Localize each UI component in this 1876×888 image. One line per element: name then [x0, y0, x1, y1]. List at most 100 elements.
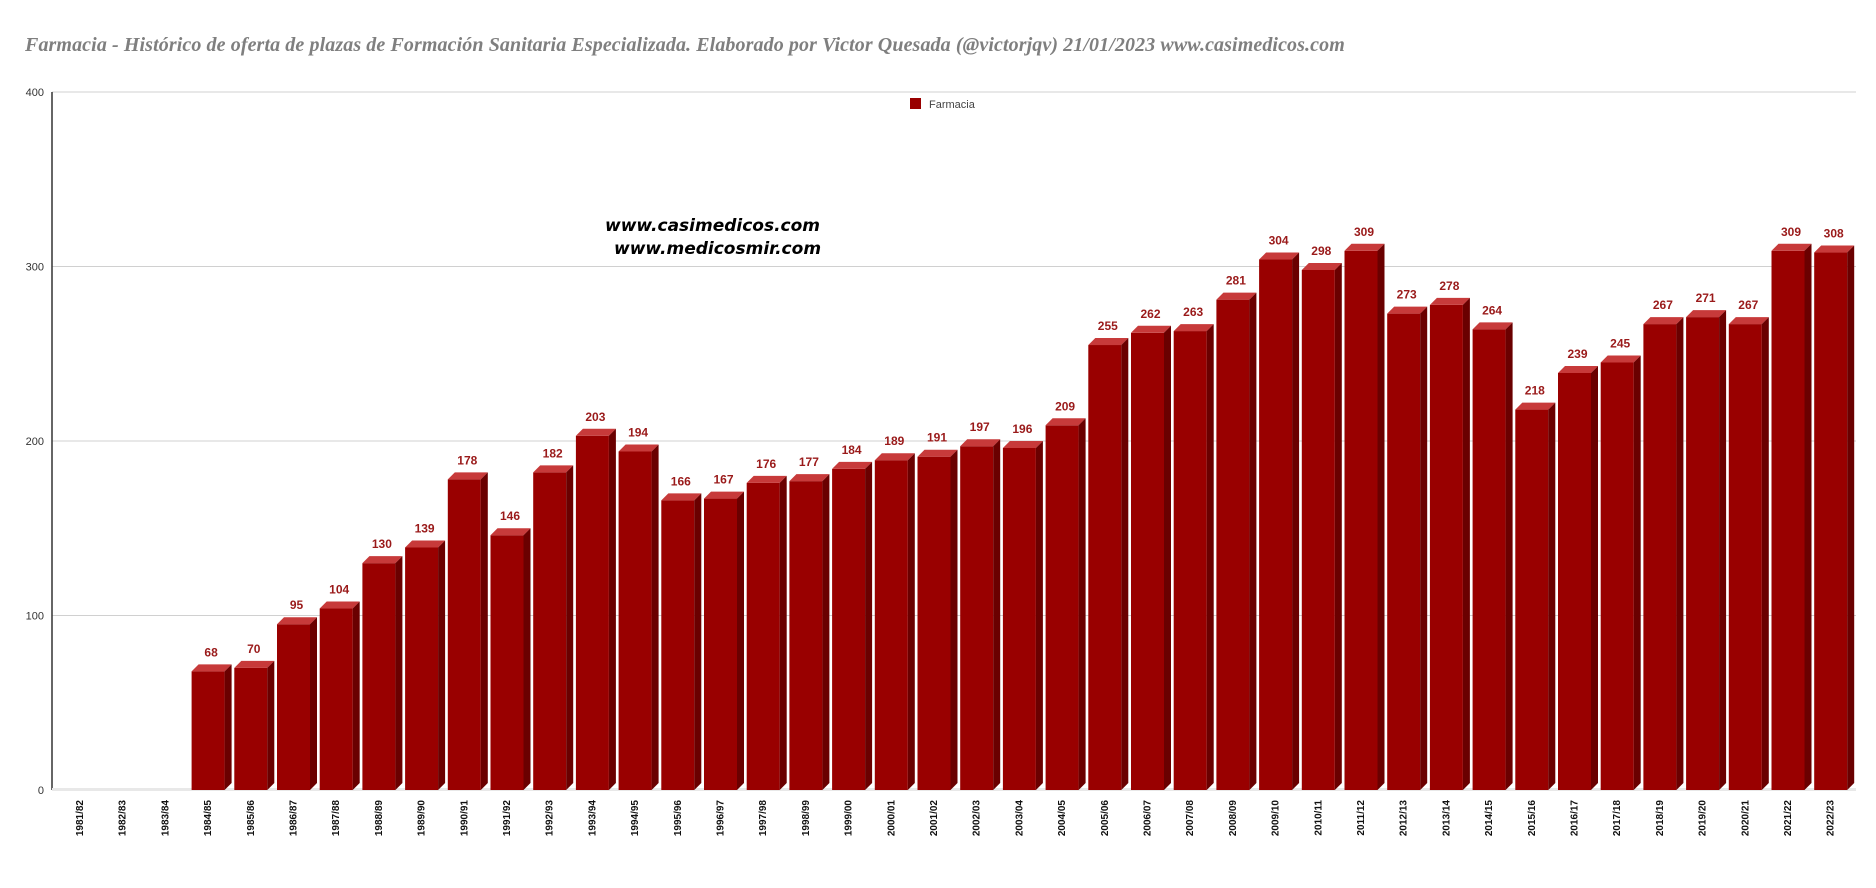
data-label: 196: [1012, 422, 1032, 436]
data-label: 278: [1439, 279, 1459, 293]
x-tick-label: 1988/89: [374, 800, 385, 837]
bar-side: [523, 528, 531, 790]
x-tick-label: 1989/90: [417, 800, 428, 837]
x-tick-label: 2004/05: [1057, 800, 1068, 837]
data-label: 176: [756, 457, 776, 471]
bar-front: [746, 482, 780, 790]
data-label: 146: [500, 509, 520, 523]
bar: [1344, 243, 1385, 791]
bar-front: [874, 460, 908, 790]
bar: [1558, 365, 1598, 790]
y-tick-label: 400: [26, 87, 44, 99]
x-tick-label: 2015/16: [1527, 800, 1538, 837]
bar: [618, 444, 659, 790]
data-label: 245: [1610, 336, 1630, 350]
x-tick-label: 1993/94: [587, 800, 598, 837]
data-label: 262: [1140, 307, 1160, 321]
data-label: 298: [1311, 244, 1331, 258]
bar-top: [1173, 324, 1214, 332]
bar-front: [1643, 324, 1677, 790]
data-label: 194: [628, 425, 648, 439]
data-label: 267: [1653, 298, 1673, 312]
bar: [405, 540, 446, 790]
bar: [1429, 297, 1470, 790]
bar-front: [405, 547, 439, 790]
data-label: 255: [1098, 319, 1118, 333]
x-tick-label: 2017/18: [1612, 800, 1623, 837]
data-label: 308: [1824, 227, 1844, 241]
bar: [277, 617, 317, 790]
bar: [960, 439, 1001, 790]
bar: [1045, 418, 1086, 790]
bar-top: [405, 540, 446, 548]
data-label: 139: [415, 521, 435, 535]
bar-top: [277, 617, 317, 625]
bar-side: [1462, 297, 1470, 790]
bar-front: [789, 481, 823, 790]
bar-top: [960, 439, 1001, 447]
bar-front: [1429, 304, 1463, 790]
bar-top: [1643, 317, 1684, 325]
bar: [1259, 252, 1300, 790]
bar-top: [362, 556, 403, 564]
bar-top: [1472, 322, 1513, 330]
x-tick-label: 2003/04: [1014, 800, 1025, 837]
bar-front: [1515, 409, 1549, 790]
bar-front: [277, 624, 310, 790]
bar: [874, 453, 915, 790]
bar-top: [319, 601, 360, 609]
x-tick-label: 1986/87: [289, 800, 300, 837]
bar-top: [1814, 245, 1855, 253]
bar-side: [822, 474, 830, 790]
x-tick-label: 2000/01: [886, 800, 897, 837]
bar-side: [1420, 306, 1428, 790]
bar-side: [1035, 440, 1043, 790]
data-label: 264: [1482, 303, 1502, 317]
y-tick-label: 100: [26, 611, 44, 623]
bar-top: [1045, 418, 1086, 426]
bar: [490, 528, 531, 790]
data-label: 166: [671, 474, 691, 488]
x-tick-label: 1982/83: [118, 800, 129, 837]
bar-side: [608, 428, 616, 790]
bar-side: [1121, 338, 1129, 790]
bar-front: [1045, 425, 1079, 790]
x-tick-label: 2011/12: [1356, 800, 1367, 836]
legend-label: Farmacia: [929, 99, 976, 111]
legend-swatch: [910, 98, 921, 109]
bar-top: [1515, 402, 1556, 410]
bar-front: [362, 563, 396, 790]
chart-title: Farmacia - Histórico de oferta de plazas…: [25, 34, 1345, 56]
bar-side: [1719, 310, 1727, 790]
bar-top: [661, 493, 702, 501]
bar: [1088, 338, 1129, 790]
data-labels: 68 70 95 104 130 139 178 146 182 203 194 166 167 176 1…: [204, 225, 1844, 660]
bar-side: [1078, 418, 1086, 790]
bar-top: [1771, 243, 1812, 251]
bar-top: [746, 475, 787, 483]
bar-top: [1344, 243, 1385, 251]
x-tick-label: 1997/98: [758, 800, 769, 837]
bar-side: [865, 461, 873, 790]
bar-front: [1387, 313, 1421, 790]
bar-side: [1591, 365, 1598, 790]
x-tick-label: 2020/21: [1740, 800, 1751, 837]
bar-front: [575, 435, 609, 790]
bar: [789, 474, 830, 790]
bar-top: [618, 444, 659, 452]
bar-front: [1002, 447, 1036, 790]
bar-side: [907, 453, 915, 790]
bar: [191, 664, 232, 790]
bar-side: [1206, 324, 1214, 790]
bars: [191, 243, 1855, 791]
bar-side: [1164, 325, 1171, 790]
bar-top: [191, 664, 232, 672]
bar-top: [917, 449, 958, 457]
data-label: 70: [247, 642, 261, 656]
x-tick-label: 1995/96: [673, 800, 684, 837]
bar-top: [1600, 355, 1641, 363]
x-tick-label: 2021/22: [1783, 800, 1794, 837]
bar-top: [490, 528, 531, 536]
bar-top: [832, 461, 873, 469]
